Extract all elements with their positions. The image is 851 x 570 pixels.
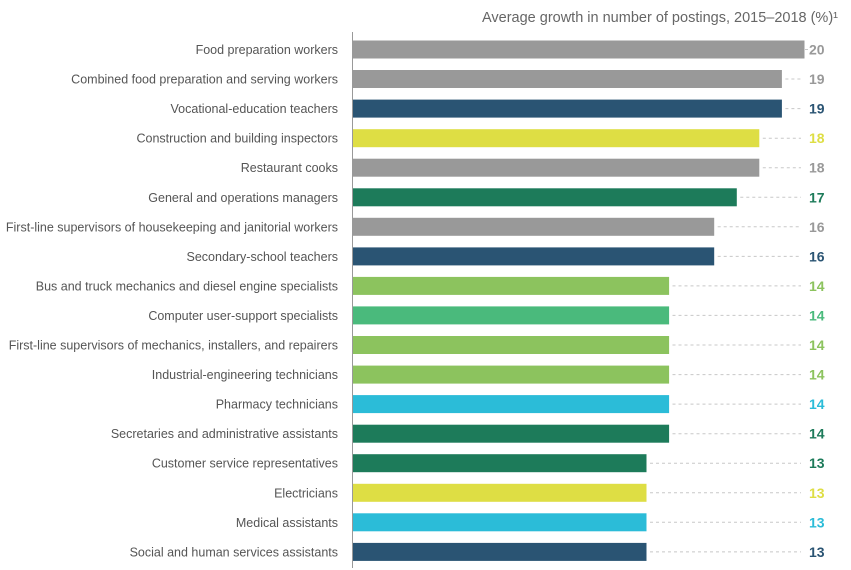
bar bbox=[353, 129, 760, 148]
chart-title: Average growth in number of postings, 20… bbox=[482, 10, 838, 26]
bars-group bbox=[353, 40, 805, 561]
category-label: Combined food preparation and serving wo… bbox=[71, 73, 338, 87]
bar bbox=[353, 158, 760, 177]
bar bbox=[353, 40, 805, 59]
value-label: 14 bbox=[809, 278, 825, 294]
value-label: 18 bbox=[809, 160, 825, 176]
category-label: First-line supervisors of housekeeping a… bbox=[6, 220, 338, 234]
bar bbox=[353, 365, 670, 384]
category-label: Social and human services assistants bbox=[130, 545, 338, 559]
category-label: Electricians bbox=[274, 486, 338, 500]
category-label: Secretaries and administrative assistant… bbox=[111, 427, 338, 441]
category-label: Food preparation workers bbox=[196, 43, 338, 57]
category-label: Bus and truck mechanics and diesel engin… bbox=[36, 279, 338, 293]
category-label: Computer user-support specialists bbox=[148, 309, 338, 323]
category-label: Vocational-education teachers bbox=[171, 102, 338, 116]
category-label: Medical assistants bbox=[236, 516, 338, 530]
bar bbox=[353, 395, 670, 414]
value-label: 13 bbox=[809, 544, 825, 560]
bar bbox=[353, 247, 715, 266]
value-label: 13 bbox=[809, 485, 825, 501]
bar bbox=[353, 188, 737, 207]
bar bbox=[353, 542, 647, 561]
bar bbox=[353, 276, 670, 295]
category-label: Industrial-engineering technicians bbox=[152, 368, 338, 382]
category-label: Pharmacy technicians bbox=[216, 398, 338, 412]
bar bbox=[353, 513, 647, 532]
bar bbox=[353, 99, 782, 118]
value-label: 14 bbox=[809, 337, 825, 353]
value-label: 16 bbox=[809, 248, 825, 264]
value-label: 13 bbox=[809, 514, 825, 530]
value-label: 18 bbox=[809, 130, 825, 146]
value-label: 13 bbox=[809, 455, 825, 471]
category-label: General and operations managers bbox=[148, 191, 338, 205]
guide-lines bbox=[650, 49, 808, 553]
category-label: Customer service representatives bbox=[152, 457, 338, 471]
value-label: 14 bbox=[809, 307, 825, 323]
value-label: 14 bbox=[809, 367, 825, 383]
value-label: 16 bbox=[809, 219, 825, 235]
category-label: Construction and building inspectors bbox=[136, 132, 338, 146]
category-label: Restaurant cooks bbox=[241, 161, 338, 175]
bar bbox=[353, 217, 715, 236]
bar bbox=[353, 483, 647, 502]
bar bbox=[353, 306, 670, 325]
category-labels: Food preparation workers Combined food pr… bbox=[6, 43, 338, 559]
value-label: 20 bbox=[809, 42, 825, 58]
value-label: 14 bbox=[809, 396, 825, 412]
value-labels: 20 19 19 18 18 17 16 16 14 14 14 14 14 14 13 13 13 13 bbox=[809, 42, 825, 560]
category-label: Secondary-school teachers bbox=[187, 250, 338, 264]
value-label: 19 bbox=[809, 71, 825, 87]
value-label: 17 bbox=[809, 189, 825, 205]
bar bbox=[353, 454, 647, 473]
value-label: 19 bbox=[809, 101, 825, 117]
category-label: First-line supervisors of mechanics, ins… bbox=[9, 339, 338, 353]
value-label: 14 bbox=[809, 426, 825, 442]
bar bbox=[353, 336, 670, 354]
bar bbox=[353, 424, 670, 443]
bar bbox=[353, 70, 782, 88]
